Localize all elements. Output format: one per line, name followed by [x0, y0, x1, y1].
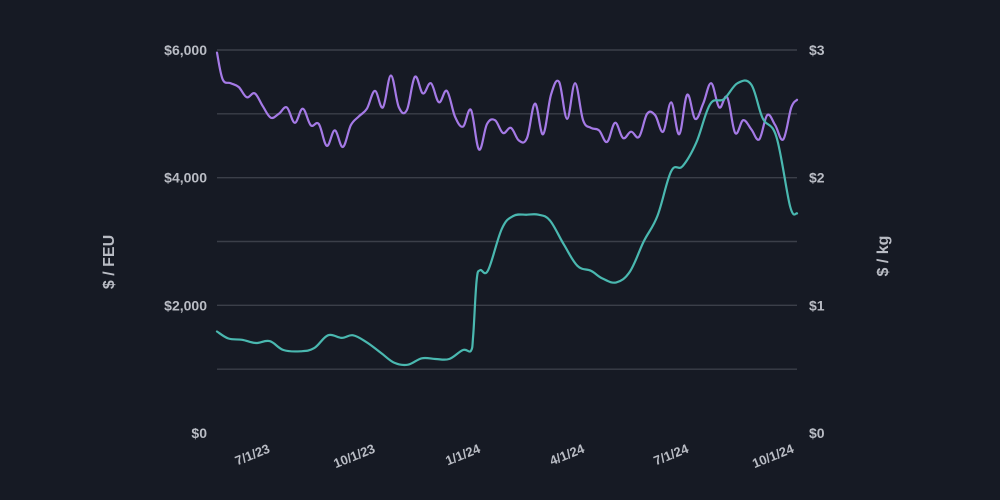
left-axis-title: $ / FEU: [101, 235, 118, 289]
series-line-per-feu: [215, 79, 799, 367]
right-axis: $0 $1 $2 $3: [809, 42, 825, 441]
series-line-per-kg: [215, 51, 799, 151]
gridlines: [217, 49, 797, 370]
left-tick-label: $0: [191, 425, 207, 441]
x-tick-label: 7/1/23: [233, 441, 272, 468]
left-tick-label: $2,000: [164, 297, 207, 313]
right-tick-label: $2: [809, 170, 825, 186]
left-axis: $0 $2,000 $4,000 $6,000: [164, 42, 207, 441]
right-tick-label: $1: [809, 297, 825, 313]
right-tick-label: $0: [809, 425, 825, 441]
x-tick-label: 4/1/24: [547, 441, 587, 469]
x-tick-label: 10/1/23: [331, 441, 377, 471]
series-lines: [215, 51, 799, 367]
right-axis-title: $ / kg: [875, 236, 892, 277]
right-tick-label: $3: [809, 42, 825, 58]
x-tick-label: 10/1/24: [750, 441, 797, 471]
left-tick-label: $6,000: [164, 42, 207, 58]
x-tick-label: 1/1/24: [443, 441, 483, 469]
x-tick-label: 7/1/24: [651, 441, 691, 469]
x-axis: 7/1/23 10/1/23 1/1/24 4/1/24 7/1/24 10/1/24: [233, 441, 797, 471]
left-tick-label: $4,000: [164, 170, 207, 186]
